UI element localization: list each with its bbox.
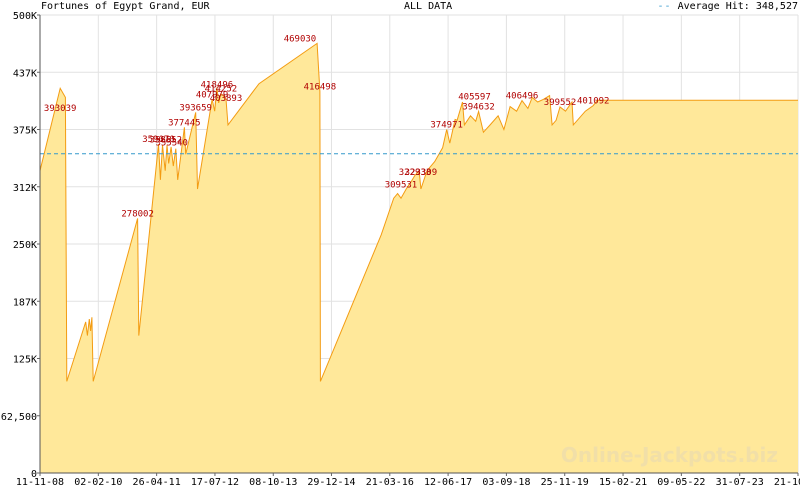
y-tick-label: 250K (13, 240, 37, 251)
x-tick-label: 12-06-17 (424, 477, 472, 488)
x-tick-label: 25-11-19 (541, 477, 589, 488)
data-label: 278002 (121, 209, 154, 219)
watermark: Online-Jackpots.biz (560, 443, 778, 467)
y-tick-label: 62,500 (1, 412, 37, 423)
data-label: 322933 (399, 168, 432, 178)
average-hit-value: 348,527 (755, 1, 798, 12)
data-label: 406496 (506, 92, 539, 102)
x-tick-label: 11-11-08 (16, 477, 64, 488)
data-label: 393039 (44, 104, 77, 114)
data-label: 399552 (544, 98, 577, 108)
x-tick-label: 03-09-18 (482, 477, 530, 488)
x-tick-label: 02-02-10 (74, 477, 122, 488)
data-label: 405597 (458, 92, 491, 102)
data-label: 309531 (385, 180, 418, 190)
average-legend-dash-icon: -- (657, 1, 672, 12)
series-area-fill (40, 43, 798, 474)
data-label: 401092 (577, 97, 610, 107)
x-tick-label: 17-07-12 (191, 477, 239, 488)
data-label: 323309 (405, 168, 438, 178)
data-label: 393659 (179, 103, 212, 113)
y-tick-label: 500K (13, 11, 37, 22)
average-hit-legend: -- Average Hit: 348,527 (657, 1, 798, 12)
data-label: 416498 (304, 82, 337, 92)
data-label: 403893 (210, 94, 243, 104)
x-tick-label: 08-10-13 (249, 477, 297, 488)
chart-area (39, 42, 798, 474)
y-tick-label: 375K (13, 126, 37, 137)
x-tick-label: 21-10-24 (774, 477, 800, 488)
x-tick-label: 29-12-14 (307, 477, 355, 488)
x-tick-label: 15-02-21 (599, 477, 647, 488)
x-tick-label: 26-04-11 (133, 477, 181, 488)
chart-title: Fortunes of Egypt Grand, EUR (41, 1, 210, 12)
x-tick-label: 09-05-22 (657, 477, 705, 488)
y-tick-label: 437K (13, 68, 37, 79)
y-axis-ticks: 0 62,500 125K 187K 250K 312K 375K 437K 500K (1, 11, 40, 480)
y-tick-label: 312K (13, 183, 37, 194)
data-label: 394632 (462, 103, 495, 113)
x-tick-label: 21-03-16 (366, 477, 414, 488)
data-label: 469030 (284, 34, 317, 44)
y-tick-label: 125K (13, 355, 37, 366)
data-label: 374971 (430, 121, 463, 131)
data-label: 355540 (155, 138, 188, 148)
chart-subtitle: ALL DATA (404, 1, 453, 12)
data-label: 407979 (196, 90, 229, 100)
average-hit-label: Average Hit: (677, 1, 750, 12)
data-label: 418496 (201, 81, 234, 91)
x-tick-label: 31-07-23 (716, 477, 764, 488)
data-label: 414252 (205, 85, 238, 95)
data-label: 377445 (168, 118, 201, 128)
series-line (39, 42, 798, 382)
data-label: 359070 (142, 135, 175, 145)
y-tick-label: 0 (31, 469, 37, 480)
x-axis-ticks: 11-11-08 02-02-10 26-04-11 17-07-12 08-10-13… (16, 473, 800, 488)
data-label: 358552 (149, 136, 182, 146)
y-tick-label: 187K (13, 297, 37, 308)
